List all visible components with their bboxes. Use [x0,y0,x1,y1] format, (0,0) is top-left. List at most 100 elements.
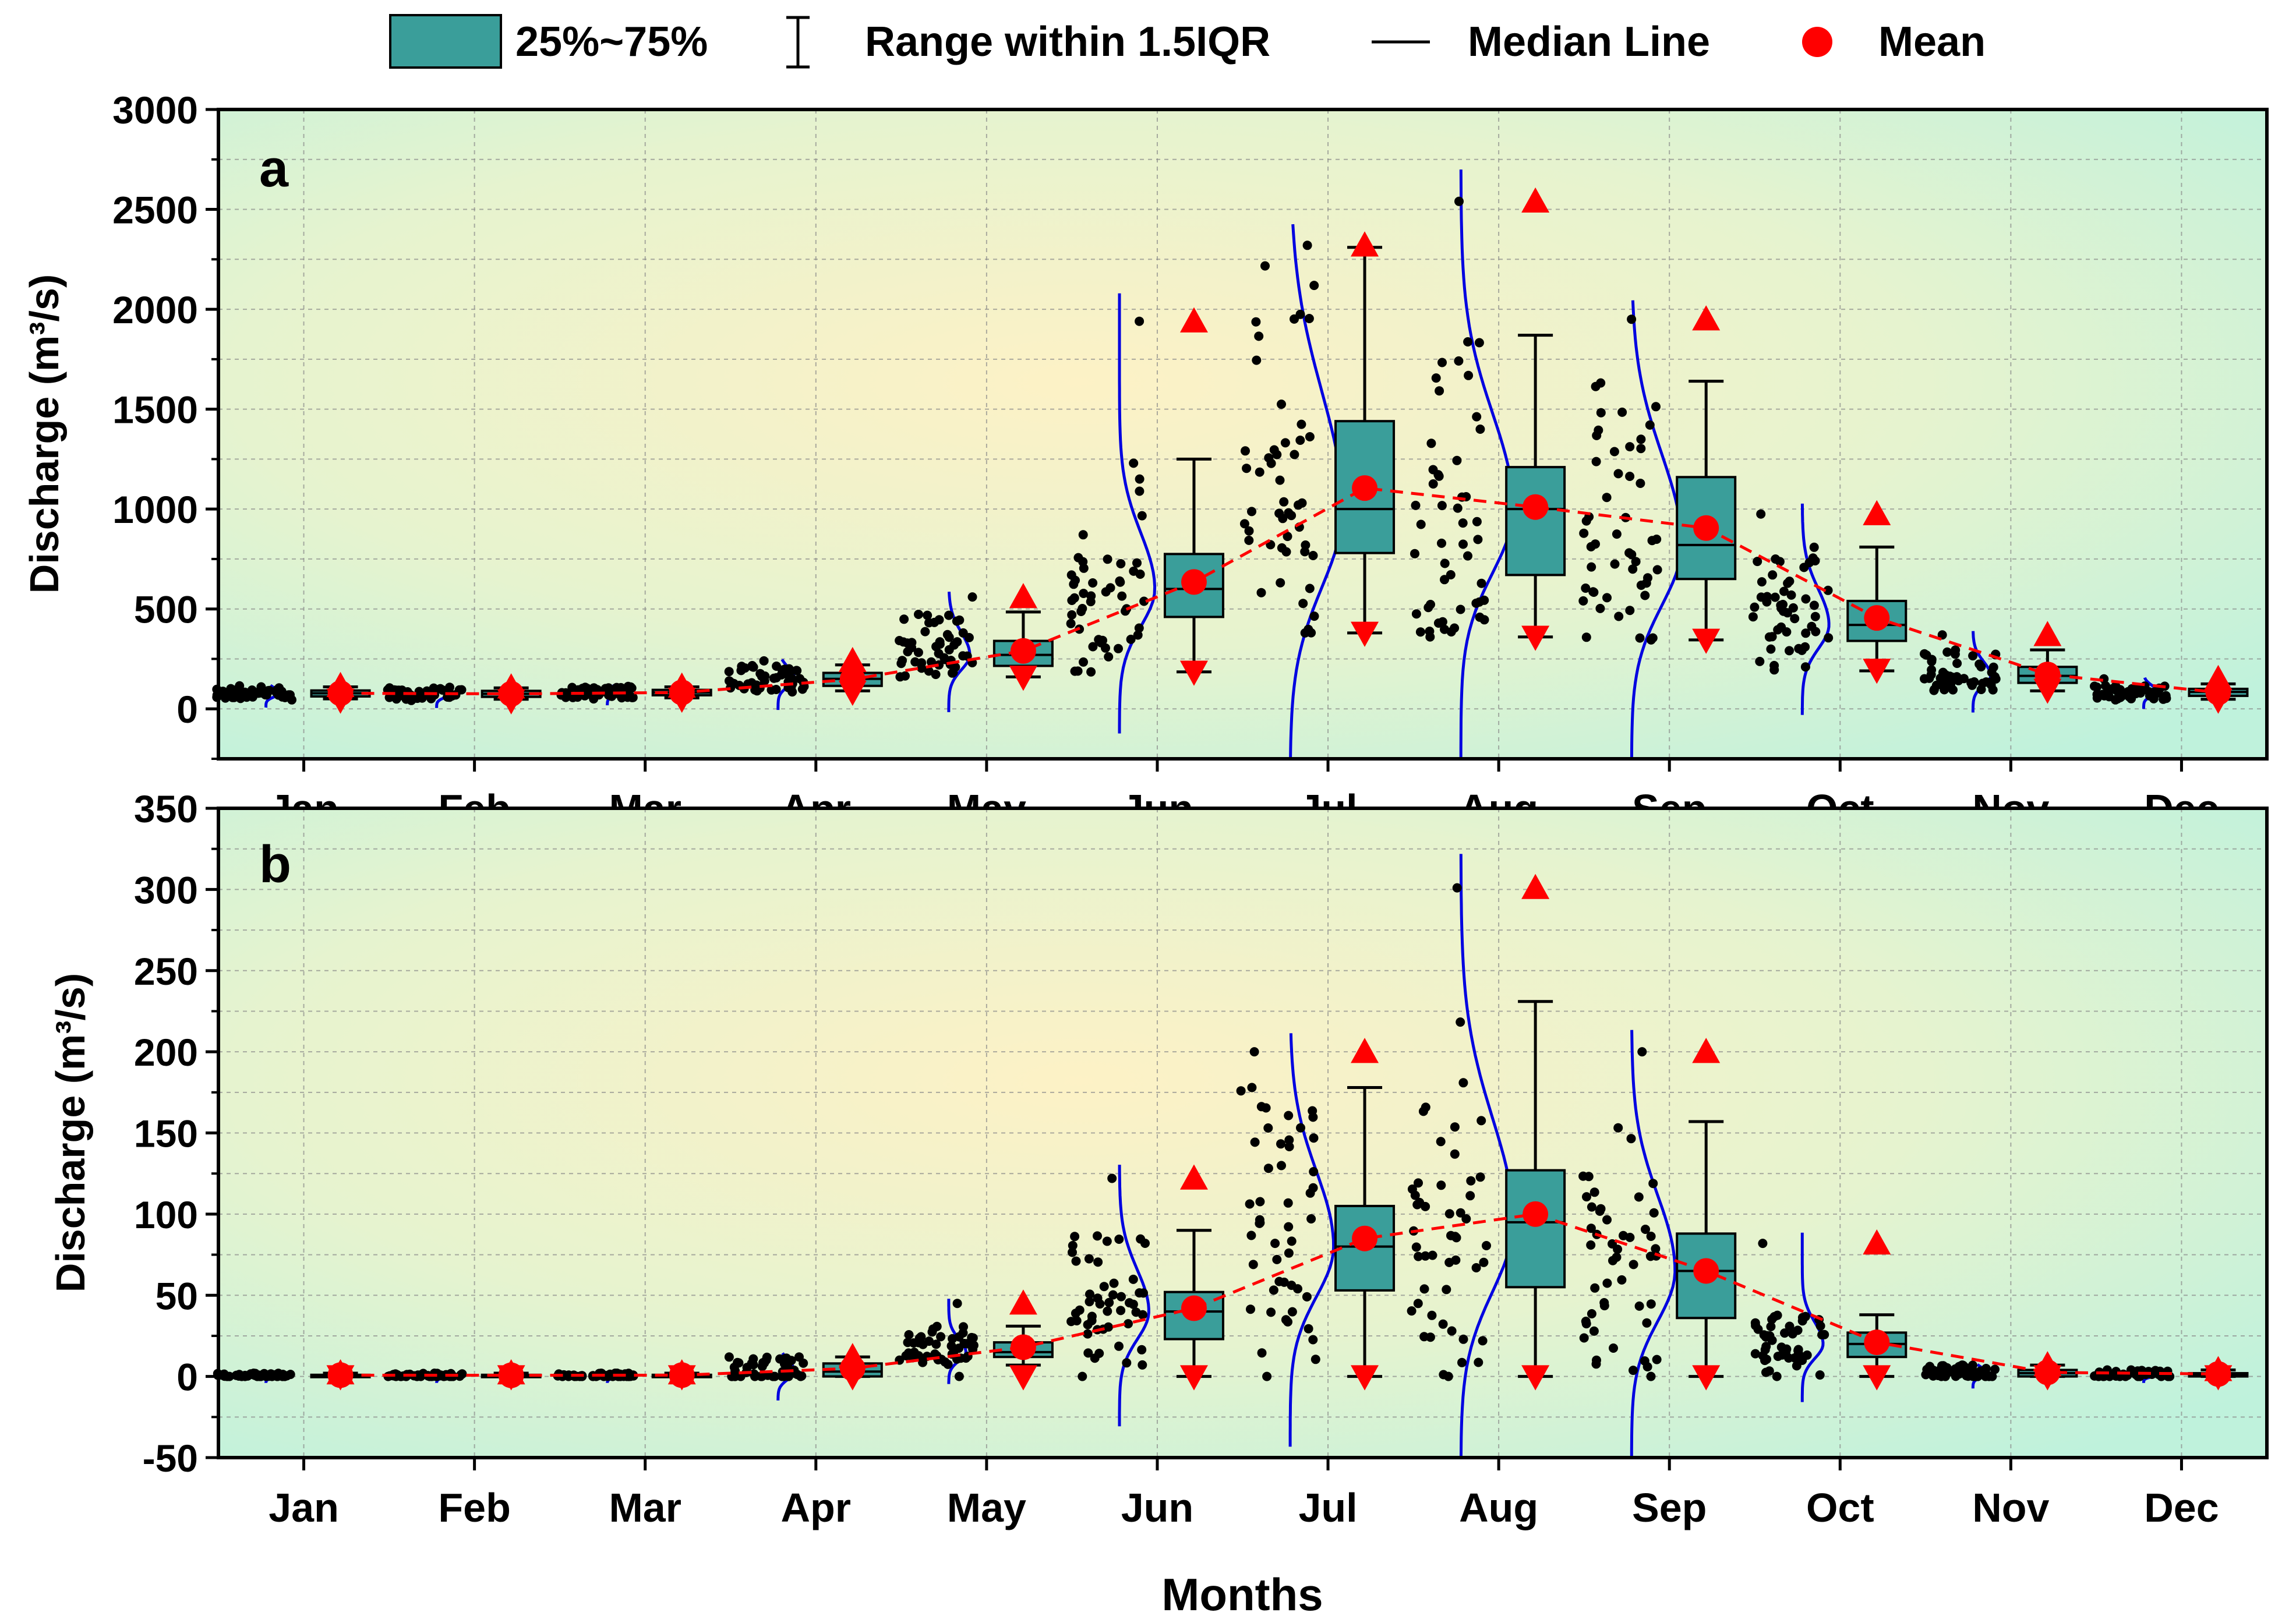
scatter-point [285,1370,295,1380]
scatter-point [414,687,424,696]
scatter-point [2153,688,2163,698]
scatter-point [792,666,802,676]
scatter-point [1414,1178,1423,1188]
scatter-point [1103,1306,1112,1316]
scatter-point [567,683,577,692]
mean-marker-nov [2034,662,2061,688]
scatter-point [1078,1371,1087,1381]
scatter-point [1578,596,1588,606]
scatter-point [1640,590,1650,600]
scatter-point [1584,1172,1594,1182]
min-marker-oct [1863,1365,1891,1391]
scatter-point [1478,1336,1488,1346]
scatter-point [1463,551,1472,561]
scatter-point [934,649,944,659]
scatter-point [923,610,932,620]
x-tick-label-dec: Dec [2144,1485,2219,1530]
scatter-point [1115,576,1125,586]
scatter-point [1456,604,1465,614]
scatter-point [1078,530,1088,540]
scatter-point [1410,549,1419,558]
panel-b-background [218,808,2267,1458]
scatter-point [1135,316,1145,326]
scatter-point [1750,602,1760,612]
scatter-point [1634,1301,1644,1311]
scatter-point [958,1328,968,1338]
scatter-point [1079,589,1089,598]
scatter-point [1466,1176,1476,1186]
scatter-point [1099,1282,1109,1292]
legend: 25%~75% Range within 1.5IQR Median Line … [389,14,1986,69]
scatter-point [948,667,958,677]
scatter-point [1820,1329,1829,1339]
scatter-point [1940,685,1949,695]
scatter-point [931,1339,941,1349]
scatter-point [1107,1173,1117,1183]
scatter-point [1102,1236,1112,1246]
scatter-point [1079,657,1088,667]
scatter-point [737,662,747,671]
scatter-point [1651,402,1661,412]
scatter-point [1450,623,1460,633]
scatter-point [1767,632,1777,642]
scatter-point [1766,644,1776,654]
scatter-point [958,651,968,661]
y-tick-label: 350 [134,787,198,830]
scatter-point [1933,1368,1942,1378]
scatter-point [1415,627,1425,637]
scatter-point [734,1358,744,1368]
scatter-point [944,610,953,620]
scatter-point [1133,630,1143,640]
distribution-curve-aug [1459,854,1515,1458]
max-marker-sep [1692,1038,1721,1063]
scatter-point [1301,540,1311,550]
scatter-point [1614,611,1624,621]
scatter-point [1104,652,1114,662]
scatter-point [1586,1240,1596,1250]
panel-b: -50 0 50 100 150 200 250 300 350 Jan Feb Mar Apr May… [48,787,2269,1530]
scatter-point [1249,1047,1259,1057]
scatter-point [1132,558,1142,568]
scatter-point [1308,1183,1318,1193]
scatter-point [1426,439,1436,448]
scatter-point [942,630,952,639]
panel-b-y-ticks: -50 0 50 100 150 200 250 300 350 [134,787,218,1480]
scatter-point [1255,1218,1264,1228]
scatter-point [1591,457,1601,466]
x-axis-title: Months [1161,1569,1323,1616]
scatter-point [1309,611,1319,621]
scatter-point [771,673,781,683]
scatter-point [1284,1248,1294,1258]
scatter-point [1284,1222,1294,1232]
scatter-point [1277,543,1287,553]
y-tick-label: 1500 [112,388,198,432]
scatter-point [1079,563,1089,573]
scatter-point [1437,538,1446,548]
scatter-point [1977,678,1987,688]
scatter-point [1927,665,1937,675]
distribution-curve-oct [1800,503,1831,715]
scatter-point [1595,603,1605,613]
scatter-point [1968,651,1978,661]
scatter-point [1782,1344,1792,1354]
scatter-point [1636,434,1646,444]
y-tick-label: -50 [143,1437,198,1480]
scatter-point [1617,407,1627,417]
scatter-point [1596,378,1606,388]
min-marker-aug [1521,1365,1550,1391]
scatter-point [249,687,258,696]
scatter-point [1421,1201,1430,1211]
mean-trend-line [340,486,2219,696]
scatter-point [1472,517,1482,526]
scatter-point [1590,1283,1600,1293]
scatter-point [1758,1351,1768,1360]
scatter-point [1421,1251,1430,1261]
scatter-point [1637,1047,1647,1057]
scatter-point [1437,617,1447,627]
scatter-point [1581,1319,1591,1329]
min-marker-jun [1179,1365,1208,1391]
scatter-point [1304,314,1314,323]
max-marker-jul [1351,1038,1379,1063]
scatter-point [1066,570,1076,580]
scatter-point [1277,399,1286,409]
